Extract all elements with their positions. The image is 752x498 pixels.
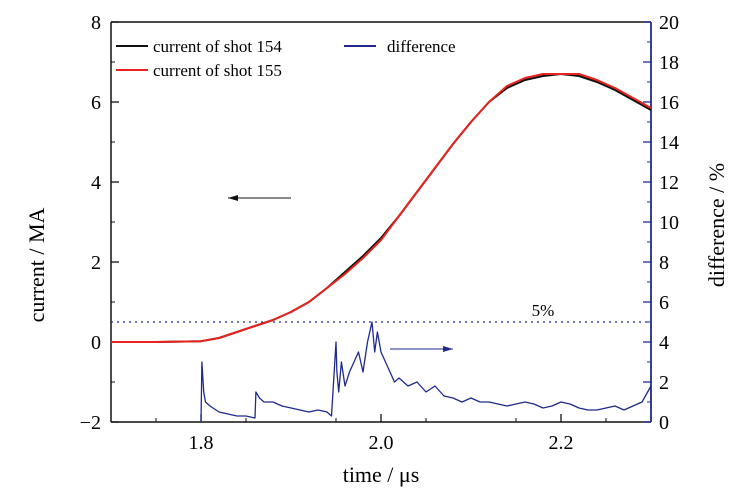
- series-line-difference: [200, 321, 652, 423]
- y-right-axis-ticks: 0 2 4 6 8 10 12 14 16 18 20: [643, 12, 679, 434]
- y-right-tick-label: 16: [659, 92, 679, 114]
- x-axis-title: time / μs: [343, 462, 420, 487]
- y-right-tick-label: 20: [659, 12, 679, 34]
- legend: current of shot 154 current of shot 155 …: [116, 37, 456, 80]
- plot-frame: [110, 21, 652, 423]
- legend-label-shot-155: current of shot 155: [153, 61, 282, 80]
- x-tick-label: 2.2: [549, 432, 574, 454]
- y-right-tick-label: 0: [659, 412, 669, 434]
- legend-label-shot-154: current of shot 154: [153, 37, 282, 56]
- y-right-tick-label: 4: [659, 332, 669, 354]
- y-right-tick-label: 12: [659, 172, 679, 194]
- arrow-to-left-axis-head: [228, 195, 238, 201]
- y-left-tick-label: 0: [91, 332, 101, 354]
- x-tick-label: 2.0: [369, 432, 394, 454]
- series-lines: [111, 73, 652, 423]
- reference-line-label: 5%: [532, 301, 555, 320]
- y-right-tick-label: 18: [659, 52, 679, 74]
- x-axis-ticks: 1.8 2.0 2.2: [155, 414, 607, 454]
- series-line-shot-154: [111, 73, 652, 343]
- y-left-axis-ticks: −2 0 2 4 6 8: [80, 12, 119, 434]
- y-right-tick-label: 10: [659, 212, 679, 234]
- y-left-tick-label: 8: [91, 12, 101, 34]
- y-left-axis-title: current / MA: [24, 207, 49, 322]
- arrow-to-right-axis-head: [443, 346, 453, 352]
- y-left-tick-label: 6: [91, 92, 101, 114]
- y-right-tick-label: 8: [659, 252, 669, 274]
- y-left-tick-label: 2: [91, 252, 101, 274]
- y-left-tick-label: 4: [91, 172, 101, 194]
- legend-label-difference: difference: [387, 37, 456, 56]
- y-right-tick-label: 6: [659, 292, 669, 314]
- series-line-shot-155: [111, 73, 652, 343]
- x-tick-label: 1.8: [189, 432, 214, 454]
- y-right-axis-title: difference / %: [704, 163, 729, 287]
- y-left-tick-label: −2: [80, 412, 101, 434]
- y-right-tick-label: 14: [659, 132, 679, 154]
- y-right-tick-label: 2: [659, 372, 669, 394]
